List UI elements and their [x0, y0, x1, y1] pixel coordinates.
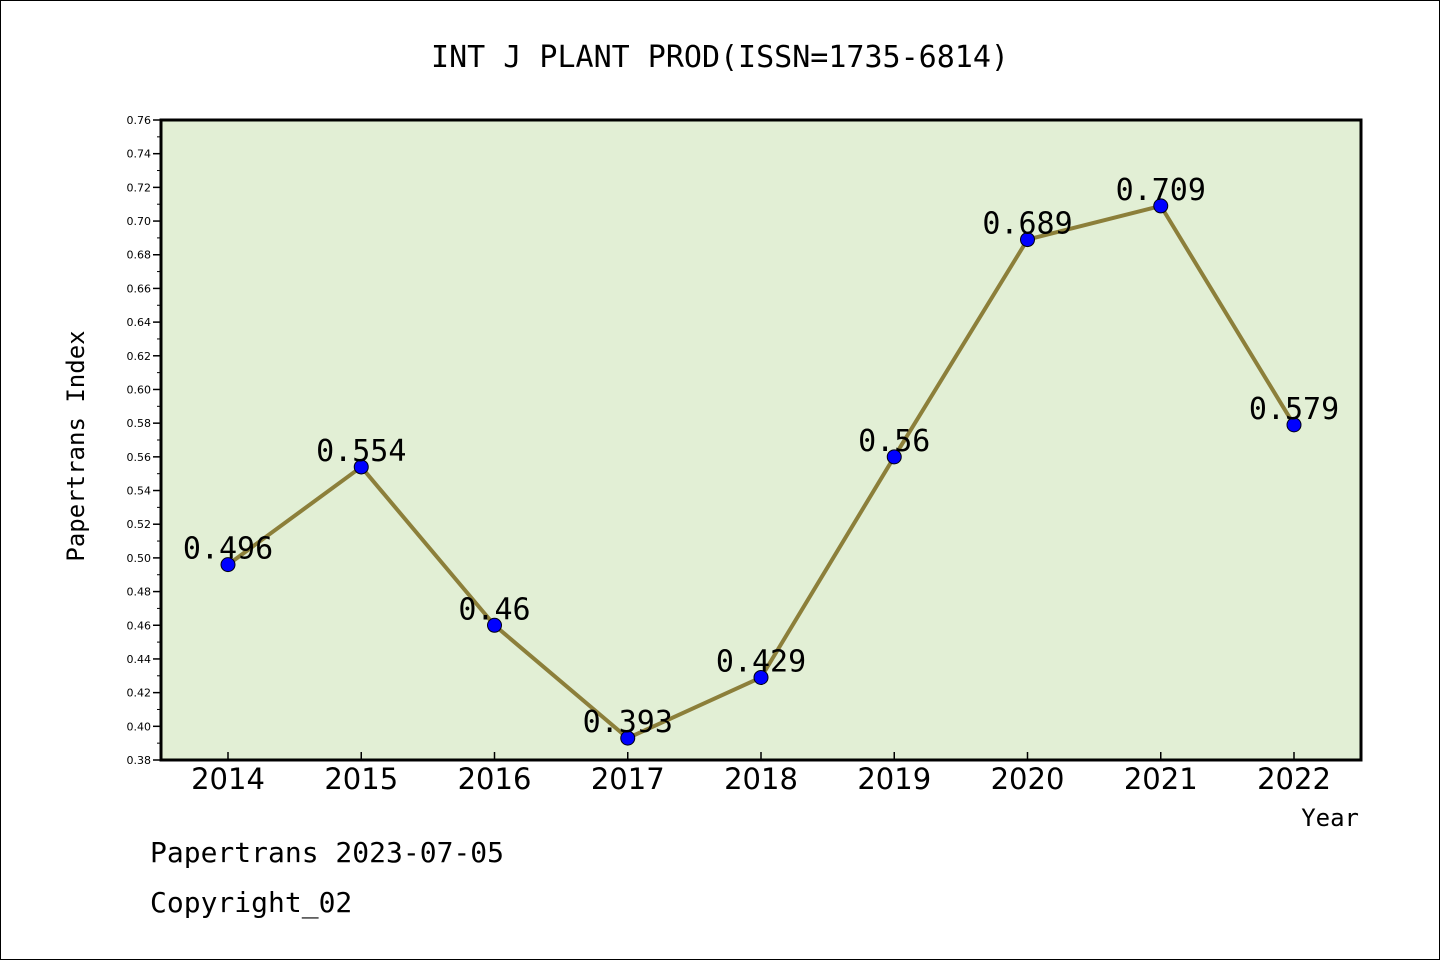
- footer-date: Papertrans 2023-07-05: [150, 836, 505, 869]
- x-tick-label: 2017: [591, 762, 665, 796]
- data-labels: 0.496 0.554 0.46 0.393 0.429 0.56 0.689 0.709 0.…: [183, 173, 1339, 740]
- x-tick-label: 2021: [1124, 762, 1198, 796]
- data-point: [753, 669, 769, 685]
- y-tick-label: 0.72: [127, 181, 152, 194]
- footer-copyright: Copyright_02: [150, 886, 353, 919]
- y-axis-ticks: 0.38 0.40 0.42 0.44 0.46 0.48 0.50 0.52 0.54 0.56…: [127, 114, 161, 767]
- y-tick-label: 0.76: [127, 114, 152, 127]
- data-label: 0.393: [583, 705, 673, 740]
- y-tick-label: 0.62: [127, 350, 152, 363]
- data-label: 0.496: [183, 532, 273, 567]
- y-tick-label: 0.60: [127, 383, 152, 396]
- data-point: [353, 459, 369, 475]
- x-tick-label: 2022: [1257, 762, 1331, 796]
- y-tick-label: 0.48: [127, 586, 152, 599]
- data-label: 0.554: [316, 434, 406, 469]
- y-tick-label: 0.46: [127, 619, 152, 632]
- plot-area: [161, 120, 1361, 760]
- data-point: [886, 449, 902, 465]
- data-label: 0.709: [1116, 173, 1206, 208]
- x-axis-label: Year: [1301, 804, 1359, 832]
- y-tick-label: 0.66: [127, 282, 152, 295]
- data-label: 0.429: [716, 644, 806, 679]
- y-tick-label: 0.74: [127, 148, 152, 161]
- x-tick-label: 2014: [191, 762, 265, 796]
- y-tick-label: 0.54: [127, 485, 152, 498]
- y-axis-label: Papertrans Index: [62, 330, 90, 561]
- data-label: 0.56: [858, 424, 930, 459]
- y-tick-label: 0.52: [127, 518, 152, 531]
- y-tick-label: 0.68: [127, 249, 152, 262]
- x-tick-label: 2020: [991, 762, 1065, 796]
- y-tick-label: 0.50: [127, 552, 152, 565]
- data-label: 0.46: [458, 592, 530, 627]
- y-tick-label: 0.44: [127, 653, 152, 666]
- y-tick-label: 0.56: [127, 451, 152, 464]
- data-point: [1020, 232, 1035, 248]
- data-point: [220, 557, 236, 573]
- y-tick-label: 0.38: [127, 754, 152, 767]
- chart-title: INT J PLANT PROD(ISSN=1735-6814): [431, 40, 1009, 75]
- plot-border: [159, 118, 1363, 762]
- y-tick-label: 0.42: [127, 687, 152, 700]
- x-tick-label: 2016: [458, 762, 532, 796]
- y-tick-label: 0.70: [127, 215, 152, 228]
- data-points: [220, 198, 1302, 746]
- y-tick-label: 0.64: [127, 316, 152, 329]
- data-point: [487, 617, 502, 633]
- x-tick-label: 2019: [857, 762, 931, 796]
- data-point: [620, 730, 636, 746]
- data-point: [1286, 417, 1302, 433]
- data-point: [1153, 198, 1169, 214]
- y-tick-label: 0.58: [127, 417, 152, 430]
- x-axis-ticks: 2014 2015 2016 2017 2018 2019 2020 2021 2022: [191, 752, 1331, 796]
- y-tick-label: 0.40: [127, 720, 152, 733]
- x-tick-label: 2015: [324, 762, 398, 796]
- data-label: 0.579: [1249, 392, 1339, 427]
- x-tick-label: 2018: [724, 762, 798, 796]
- data-label: 0.689: [982, 207, 1072, 242]
